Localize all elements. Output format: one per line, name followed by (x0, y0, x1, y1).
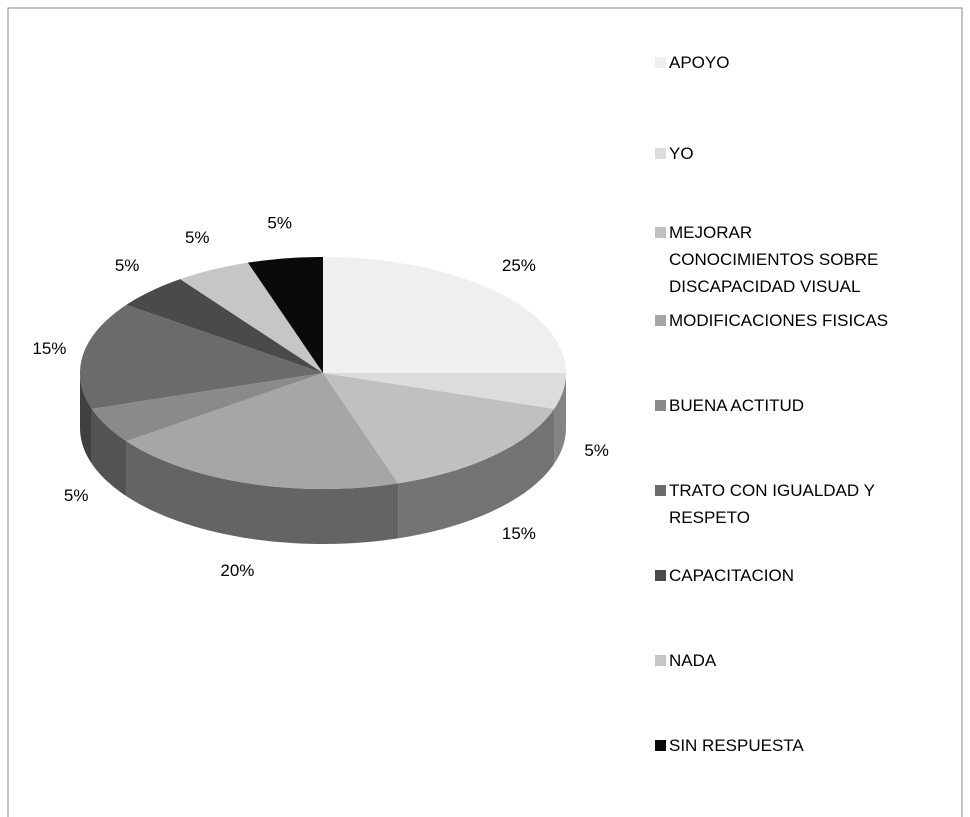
pie-slice (323, 373, 555, 484)
legend-label: BUENA ACTITUD (669, 396, 805, 415)
legend-label: YO (669, 144, 694, 163)
legend-item: YO (655, 140, 955, 167)
legend-label: APOYO (669, 53, 730, 72)
legend-item: TRATO CON IGUALDAD Y RESPETO (655, 477, 955, 531)
legend-swatch (655, 315, 666, 326)
legend-swatch (655, 740, 666, 751)
pie-slice (126, 373, 399, 489)
pie-side (91, 408, 127, 497)
data-label: 5% (64, 486, 89, 505)
legend-label: CAPACITACION (669, 566, 794, 585)
legend-item: SIN RESPUESTA (655, 732, 955, 759)
legend-item: BUENA ACTITUD (655, 392, 955, 419)
chart-frame (7, 7, 963, 817)
pie-slice (126, 279, 323, 373)
legend-item: MEJORAR CONOCIMIENTOS SOBRE DISCAPACIDAD… (655, 219, 955, 300)
pie-slice (323, 257, 566, 373)
data-label: 15% (502, 524, 536, 543)
data-label: 5% (584, 441, 609, 460)
pie-side (554, 373, 566, 464)
data-label: 5% (185, 228, 210, 247)
data-label: 5% (115, 256, 140, 275)
legend-item: APOYO (655, 49, 955, 76)
data-label: 15% (32, 339, 66, 358)
legend-swatch (655, 655, 666, 666)
pie-slice (180, 262, 323, 373)
pie-slice (247, 257, 323, 373)
data-label: 20% (220, 561, 254, 580)
legend-swatch (655, 57, 666, 68)
legend-label: MODIFICACIONES FISICAS (669, 311, 889, 330)
legend-label: TRATO CON IGUALDAD Y RESPETO (669, 481, 875, 527)
legend-swatch (655, 148, 666, 159)
legend-swatch (655, 227, 666, 238)
legend-item: NADA (655, 647, 955, 674)
legend-item: MODIFICACIONES FISICAS (655, 307, 955, 334)
data-label: 5% (267, 214, 292, 233)
pie-side (80, 373, 92, 464)
legend-label: MEJORAR CONOCIMIENTOS SOBRE DISCAPACIDAD… (669, 223, 879, 296)
data-label: 25% (502, 256, 536, 275)
legend-swatch (655, 400, 666, 411)
pie-slice (80, 304, 323, 409)
legend-label: NADA (669, 651, 717, 670)
legend-item: CAPACITACION (655, 562, 955, 589)
pie-side (126, 441, 399, 544)
pie-side (398, 408, 555, 539)
legend-swatch (655, 570, 666, 581)
legend-swatch (655, 485, 666, 496)
legend-label: SIN RESPUESTA (669, 736, 804, 755)
pie-slice (91, 373, 323, 442)
pie-slice (323, 373, 566, 409)
